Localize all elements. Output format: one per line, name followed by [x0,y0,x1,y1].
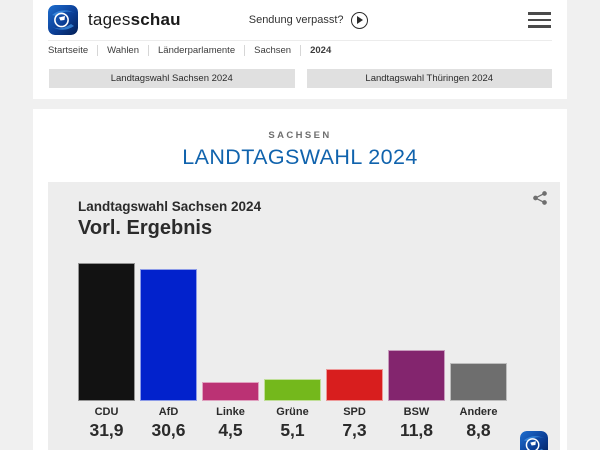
chart-title: Landtagswahl Sachsen 2024 [78,199,262,214]
page-kicker: SACHSEN [268,130,332,141]
bar [450,362,507,401]
article-block: SACHSEN LANDTAGSWAHL 2024 Landtagswahl S… [33,109,567,450]
breadcrumb-item-2024[interactable]: 2024 [310,45,332,56]
bar-label: CDU [94,406,119,418]
bar-column-andere: Andere 8,8 [450,263,507,441]
bar-column-linke: Linke 4,5 [202,263,259,441]
bar [140,268,197,401]
breadcrumb-item-laenderparlamente[interactable]: Länderparlamente [149,45,246,56]
bar-value: 5,1 [280,420,305,440]
bar-label: AfD [158,406,179,418]
bar-label: Andere [459,406,498,418]
bar-column-afd: AfD 30,6 [140,263,197,441]
bar [388,350,445,401]
nav-button-sachsen[interactable]: Landtagswahl Sachsen 2024 [49,69,295,88]
bar-value: 8,8 [466,420,491,440]
header-block: tagesschau Sendung verpasst? Startseite … [33,0,567,99]
bar-column-grne: Grüne 5,1 [264,263,321,441]
breadcrumb-item-wahlen[interactable]: Wahlen [98,45,149,56]
breadcrumb-item-startseite[interactable]: Startseite [48,45,99,56]
bar-value: 7,3 [342,420,367,440]
bar-value: 11,8 [399,420,434,440]
bar [78,263,135,401]
bar-label: BSW [403,406,430,418]
page-title: LANDTAGSWAHL 2024 [182,145,418,169]
bar-value: 4,5 [218,420,243,440]
tagesschau-watermark-icon [520,431,548,450]
sendung-verpasst-link[interactable]: Sendung verpasst? [248,11,368,29]
bar [264,378,321,401]
bar-label: Grüne [276,406,309,418]
bar [202,381,259,401]
bar-column-bsw: BSW 11,8 [388,263,445,441]
tagesschau-logo-icon[interactable] [48,5,78,35]
section-gap [33,99,567,109]
play-icon[interactable] [350,11,368,29]
sendung-verpasst-label: Sendung verpasst? [248,14,344,26]
header-divider [48,40,552,41]
chart-subtitle: Vorl. Ergebnis [78,217,213,239]
bar-label: Linke [216,406,245,418]
bar-value: 30,6 [151,420,186,440]
brand-wordmark[interactable]: tagesschau [88,10,181,29]
bar-label: SPD [343,406,366,418]
election-nav: Landtagswahl Sachsen 2024 Landtagswahl T… [33,60,567,99]
breadcrumb: Startseite Wahlen Länderparlamente Sachs… [33,41,567,60]
bar-chart: CDU 31,9 AfD 30,6 Linke 4,5 Grüne 5,1 SPD 7,3 BSW 1… [78,263,560,441]
nav-button-thueringen[interactable]: Landtagswahl Thüringen 2024 [306,69,552,88]
header: tagesschau Sendung verpasst? [33,0,567,40]
bar-value: 31,9 [89,420,124,440]
bar-column-spd: SPD 7,3 [326,263,383,441]
results-chart-card: Landtagswahl Sachsen 2024 Vorl. Ergebnis… [48,182,560,450]
bar-column-cdu: CDU 31,9 [78,263,135,441]
menu-icon[interactable] [526,6,553,34]
bar [326,369,383,401]
share-icon[interactable] [533,191,547,205]
breadcrumb-item-sachsen[interactable]: Sachsen [245,45,302,56]
